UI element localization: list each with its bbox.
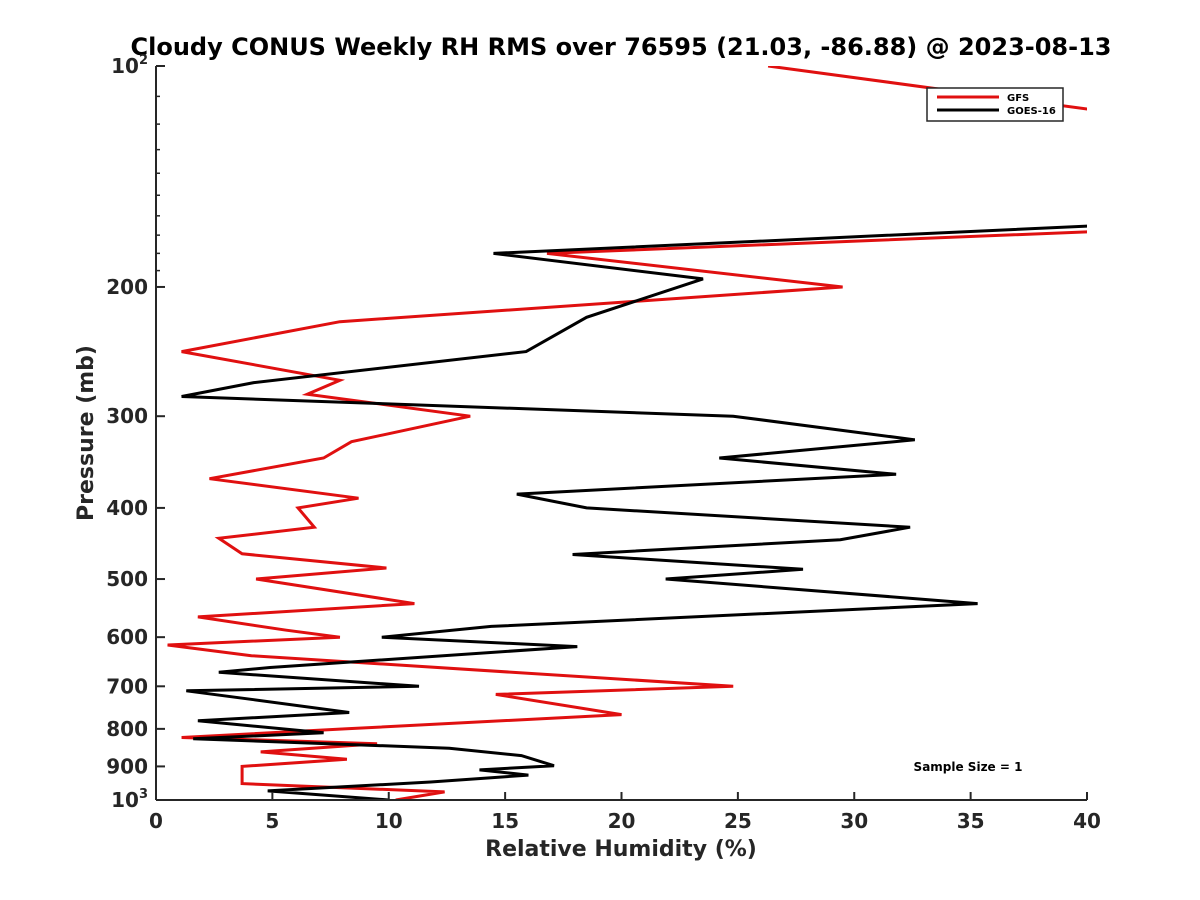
- y-axis-label: Pressure (mb): [74, 345, 99, 521]
- legend: GFS GOES-16: [926, 87, 1064, 122]
- y-tick-label: 900: [106, 754, 148, 778]
- series-line-gfs: [167, 66, 1087, 800]
- y-tick-label: 200: [106, 275, 148, 299]
- x-tick-label: 40: [1073, 809, 1101, 833]
- x-tick-label: 25: [724, 809, 752, 833]
- x-axis-label: Relative Humidity (%): [485, 837, 757, 862]
- legend-box: [926, 87, 1064, 122]
- x-tick-label: 20: [608, 809, 636, 833]
- y-tick-label: 500: [106, 567, 148, 591]
- chart-title: Cloudy CONUS Weekly RH RMS over 76595 (2…: [131, 33, 1112, 61]
- y-tick-label: 300: [106, 404, 148, 428]
- y-tick-label: 103: [111, 787, 148, 812]
- x-tick-label: 35: [957, 809, 985, 833]
- axes-layer: 0 5 10 15 20 25 30 35 40 102 200 300 400 500 600 700 800…: [106, 53, 1101, 833]
- y-tick-label: 700: [106, 674, 148, 698]
- x-tick-label: 10: [375, 809, 403, 833]
- legend-label-gfs: GFS: [1007, 93, 1029, 104]
- series-line-goes-16: [181, 224, 1087, 800]
- x-tick-label: 30: [840, 809, 868, 833]
- x-tick-label: 5: [265, 809, 279, 833]
- y-tick-label: 800: [106, 717, 148, 741]
- series-layer: [167, 66, 1087, 800]
- y-tick-label: 102: [111, 53, 148, 78]
- x-tick-label: 15: [491, 809, 519, 833]
- y-tick-label: 400: [106, 496, 148, 520]
- y-tick-label: 600: [106, 625, 148, 649]
- x-tick-label: 0: [149, 809, 163, 833]
- sample-size-annotation: Sample Size = 1: [914, 760, 1023, 774]
- legend-label-goes-16: GOES-16: [1007, 106, 1056, 117]
